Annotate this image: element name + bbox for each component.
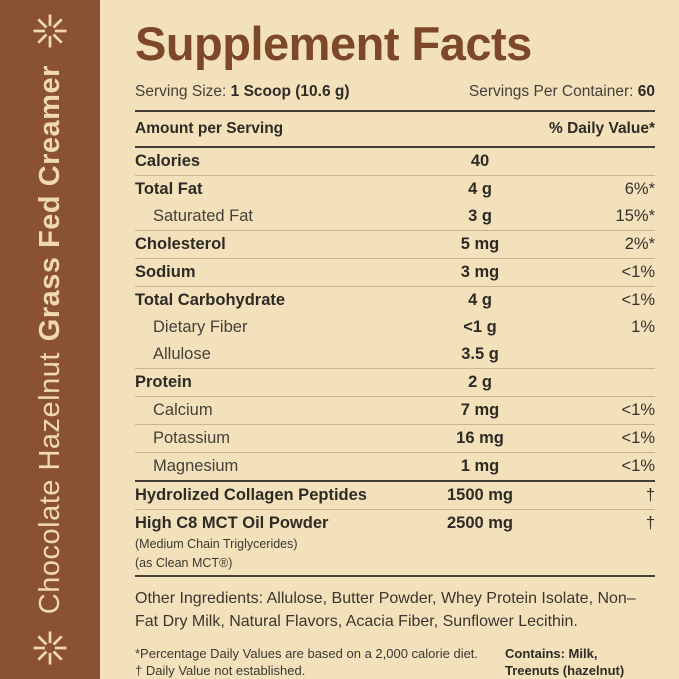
nutrient-amount: 5 mg bbox=[460, 234, 500, 253]
servings-per-container-label: Servings Per Container: bbox=[468, 83, 634, 100]
nutrient-name: Cholesterol bbox=[135, 234, 226, 253]
nutrient-row-sodium: Sodium 3 mg <1% bbox=[135, 259, 655, 286]
servings-per-container: Servings Per Container: 60 bbox=[469, 83, 655, 101]
serving-size-label: Serving Size: bbox=[135, 83, 227, 100]
nutrient-subline: (Medium Chain Triglycerides) bbox=[135, 536, 298, 551]
divider bbox=[135, 257, 655, 259]
nutrient-row-allulose: Allulose 3.5 g bbox=[135, 341, 655, 368]
daily-value-header: % Daily Value* bbox=[549, 120, 655, 137]
nutrient-row-saturated-fat: Saturated Fat 3 g 15%* bbox=[135, 203, 655, 230]
allergen-statement: Contains: Milk, Treenuts (hazelnut) bbox=[505, 645, 655, 679]
nutrient-amount: 3 g bbox=[468, 206, 492, 225]
footnotes: *Percentage Daily Values are based on a … bbox=[135, 645, 655, 679]
nutrient-daily-value: <1% bbox=[621, 400, 655, 419]
star-icon bbox=[33, 14, 67, 48]
nutrient-amount: 16 mg bbox=[456, 428, 504, 447]
nutrient-daily-value: <1% bbox=[621, 428, 655, 447]
nutrient-amount: 2500 mg bbox=[446, 513, 514, 532]
nutrient-amount: 3 mg bbox=[460, 262, 500, 281]
sidebar: Chocolate Hazelnut Grass Fed Creamer bbox=[0, 0, 100, 679]
nutrient-amount: 7 mg bbox=[460, 400, 500, 419]
serving-info-row: Serving Size: 1 Scoop (10.6 g) Servings … bbox=[135, 79, 655, 110]
nutrient-name: Total Fat bbox=[135, 179, 203, 198]
divider bbox=[135, 285, 655, 287]
divider bbox=[135, 110, 655, 112]
nutrient-row-protein: Protein 2 g bbox=[135, 369, 655, 396]
nutrient-row-calories: Calories 40 bbox=[135, 148, 655, 175]
nutrient-name: Total Carbohydrate bbox=[135, 290, 286, 309]
nutrient-amount: 4 g bbox=[468, 290, 492, 309]
nutrient-daily-value: <1% bbox=[621, 290, 655, 309]
nutrient-name: Hydrolized Collagen Peptides bbox=[135, 485, 367, 504]
product-name-vertical: Chocolate Hazelnut Grass Fed Creamer bbox=[33, 64, 66, 615]
nutrient-row-total-fat: Total Fat 4 g 6%* bbox=[135, 176, 655, 203]
serving-size-value: 1 Scoop (10.6 g) bbox=[230, 83, 350, 100]
daily-value-note: *Percentage Daily Values are based on a … bbox=[135, 645, 479, 661]
divider bbox=[135, 479, 655, 482]
divider bbox=[135, 395, 655, 397]
nutrient-amount: 3.5 g bbox=[461, 344, 499, 363]
nutrient-subline: (as Clean MCT®) bbox=[135, 555, 233, 570]
nutrient-name: High C8 MCT Oil Powder (Medium Chain Trig… bbox=[135, 514, 400, 571]
divider bbox=[135, 146, 655, 148]
divider bbox=[135, 451, 655, 453]
page-title: Supplement Facts bbox=[135, 17, 532, 70]
nutrient-name: Potassium bbox=[153, 428, 231, 447]
footnotes-left: *Percentage Daily Values are based on a … bbox=[135, 645, 478, 679]
nutrient-daily-value: 15%* bbox=[615, 206, 655, 225]
amount-per-serving-header: Amount per Serving bbox=[135, 120, 284, 137]
contains-line-1: Contains: Milk, bbox=[505, 645, 598, 661]
nutrient-daily-value: † bbox=[645, 513, 655, 532]
nutrient-name: Calories bbox=[135, 152, 201, 170]
nutrient-daily-value: † bbox=[645, 485, 655, 504]
nutrient-row-hydrolized-collagen-peptides: Hydrolized Collagen Peptides 1500 mg † bbox=[135, 482, 655, 509]
divider bbox=[135, 174, 655, 176]
nutrient-name: Allulose bbox=[153, 344, 211, 363]
nutrient-row-high-c8-mct-oil-powder: High C8 MCT Oil Powder (Medium Chain Trig… bbox=[135, 510, 655, 575]
nutrient-row-dietary-fiber: Dietary Fiber <1 g 1% bbox=[135, 314, 655, 341]
divider bbox=[135, 229, 655, 231]
contains-line-2: Treenuts (hazelnut) bbox=[505, 662, 625, 678]
nutrient-row-cholesterol: Cholesterol 5 mg 2%* bbox=[135, 231, 655, 258]
nutrient-row-magnesium: Magnesium 1 mg <1% bbox=[135, 453, 655, 480]
nutrient-name: Protein bbox=[135, 372, 192, 391]
divider bbox=[135, 367, 655, 369]
nutrient-table: Calories 40 Total Fat 4 g 6%* Saturated Fat 3 … bbox=[135, 148, 655, 578]
divider bbox=[135, 575, 655, 578]
nutrient-name: Sodium bbox=[135, 262, 196, 281]
product-name: Grass Fed Creamer bbox=[33, 64, 66, 341]
nutrient-daily-value: <1% bbox=[621, 456, 655, 475]
nutrient-daily-value: 2%* bbox=[624, 234, 655, 253]
nutrient-name: Saturated Fat bbox=[153, 206, 253, 225]
nutrient-daily-value: <1% bbox=[621, 262, 655, 281]
flavor-name: Chocolate Hazelnut bbox=[33, 351, 66, 615]
nutrient-amount: 40 bbox=[470, 152, 490, 170]
nutrient-name: Calcium bbox=[153, 400, 213, 419]
nutrient-amount: 4 g bbox=[468, 179, 492, 198]
star-icon bbox=[33, 631, 67, 665]
nutrient-row-calcium: Calcium 7 mg <1% bbox=[135, 397, 655, 424]
servings-per-container-value: 60 bbox=[637, 83, 655, 100]
nutrient-row-total-carbohydrate: Total Carbohydrate 4 g <1% bbox=[135, 287, 655, 314]
divider bbox=[135, 423, 655, 425]
nutrient-row-potassium: Potassium 16 mg <1% bbox=[135, 425, 655, 452]
table-header-row: Amount per Serving % Daily Value* bbox=[135, 112, 655, 146]
serving-size: Serving Size: 1 Scoop (10.6 g) bbox=[135, 83, 350, 101]
nutrient-amount: 2 g bbox=[468, 372, 492, 391]
nutrient-name: Dietary Fiber bbox=[153, 317, 248, 336]
divider bbox=[135, 508, 655, 510]
nutrient-name: Magnesium bbox=[153, 456, 239, 475]
other-ingredients: Other Ingredients: Allulose, Butter Powd… bbox=[135, 590, 636, 630]
nutrient-amount: 1 mg bbox=[460, 456, 500, 475]
label-content: Supplement Facts Serving Size: 1 Scoop (… bbox=[135, 0, 655, 679]
nutrient-daily-value: 6%* bbox=[624, 179, 655, 198]
nutrient-amount: 1500 mg bbox=[446, 485, 514, 504]
nutrient-amount: <1 g bbox=[463, 317, 497, 336]
dagger-note: † Daily Value not established. bbox=[135, 662, 306, 678]
nutrient-daily-value: 1% bbox=[631, 317, 655, 336]
